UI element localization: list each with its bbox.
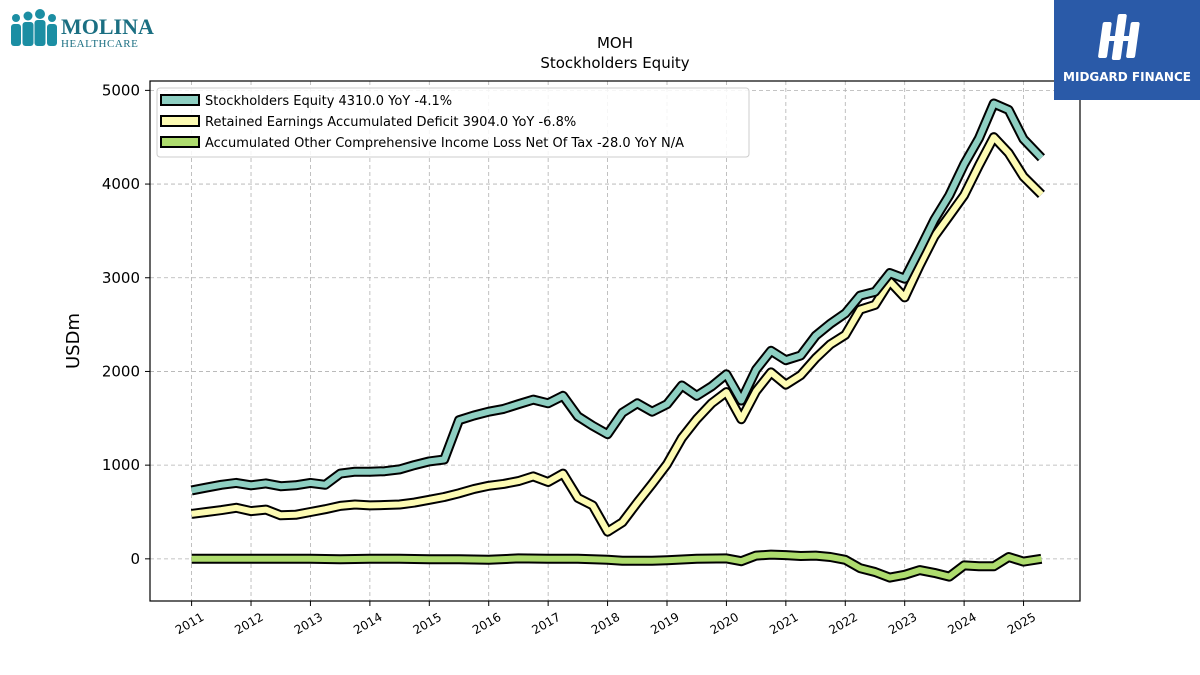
x-tick-label: 2025 bbox=[1005, 610, 1038, 637]
x-tick-label: 2014 bbox=[351, 610, 384, 637]
legend-swatch bbox=[160, 115, 200, 127]
legend-label: Stockholders Equity 4310.0 YoY -4.1% bbox=[205, 94, 452, 109]
series-line bbox=[191, 134, 1044, 535]
y-tick-label: 1000 bbox=[102, 456, 140, 474]
chart-title: MOH bbox=[597, 34, 633, 52]
midgard-emblem-icon bbox=[1098, 14, 1140, 60]
molina-brand-text: MOLINA bbox=[61, 14, 154, 39]
series-outline bbox=[190, 132, 1045, 537]
molina-people-icon: MOLINA HEALTHCARE bbox=[11, 9, 154, 50]
y-tick-label: 4000 bbox=[102, 175, 140, 193]
series-line bbox=[191, 551, 1042, 581]
x-tick-label: 2023 bbox=[886, 610, 919, 637]
x-tick-label: 2011 bbox=[173, 610, 206, 637]
x-tick-label: 2016 bbox=[470, 610, 503, 637]
series-outline bbox=[190, 98, 1046, 496]
series-line bbox=[191, 100, 1044, 494]
x-tick-label: 2013 bbox=[292, 610, 325, 637]
legend-swatch bbox=[160, 94, 200, 106]
x-tick-label: 2018 bbox=[589, 610, 622, 637]
y-tick-label: 5000 bbox=[102, 81, 140, 99]
y-tick-label: 3000 bbox=[102, 269, 140, 287]
midgard-brand-text: MIDGARD FINANCE bbox=[1063, 70, 1191, 84]
x-tick-label: 2024 bbox=[945, 610, 978, 637]
plot-frame bbox=[149, 80, 1081, 602]
x-tick-label: 2015 bbox=[411, 610, 444, 637]
midgard-logo: MIDGARD FINANCE bbox=[1054, 0, 1200, 100]
y-tick-label: 2000 bbox=[102, 362, 140, 380]
x-tick-label: 2020 bbox=[708, 610, 741, 637]
legend-label: Retained Earnings Accumulated Deficit 39… bbox=[205, 115, 576, 130]
x-tick-label: 2012 bbox=[232, 610, 265, 637]
legend-swatch bbox=[160, 136, 200, 148]
x-tick-label: 2017 bbox=[529, 610, 562, 637]
molina-brand-sub: HEALTHCARE bbox=[61, 38, 138, 50]
x-tick-label: 2019 bbox=[648, 610, 681, 637]
x-tick-label: 2022 bbox=[827, 610, 860, 637]
y-tick-label: 0 bbox=[130, 550, 140, 568]
y-axis-label: USDm bbox=[63, 313, 84, 369]
molina-logo: MOLINA HEALTHCARE bbox=[8, 6, 158, 50]
x-tick-label: 2021 bbox=[767, 610, 800, 637]
legend-box bbox=[156, 87, 750, 158]
chart-subtitle: Stockholders Equity bbox=[540, 54, 689, 72]
legend-label: Accumulated Other Comprehensive Income L… bbox=[205, 136, 684, 151]
